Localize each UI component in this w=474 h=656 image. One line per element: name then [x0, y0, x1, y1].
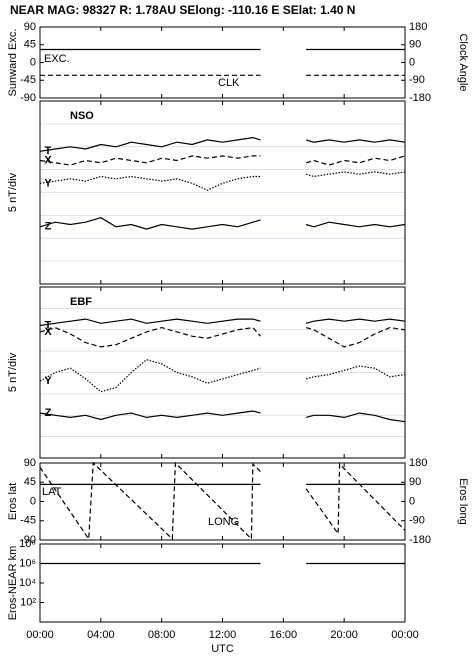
- y2-tick-label: 0: [409, 56, 415, 68]
- y-tick-label: 10⁸: [19, 538, 36, 550]
- y-tick-label: -45: [20, 74, 36, 86]
- y-tick-label: 90: [24, 457, 36, 469]
- y2-tick-label: -180: [409, 534, 431, 546]
- y-tick-label: 45: [24, 476, 36, 488]
- series-label: X: [44, 154, 52, 166]
- series-label: T: [45, 319, 52, 331]
- data-line: [39, 461, 406, 541]
- data-line: [39, 155, 406, 166]
- y2-tick-label: -90: [409, 74, 425, 86]
- y-tick-label: 90: [24, 21, 36, 33]
- y-tick-label: -45: [20, 515, 36, 527]
- series-label: EXC.: [44, 53, 70, 65]
- y-tick-label: 10⁶: [19, 557, 36, 569]
- data-line: [39, 359, 406, 393]
- y-axis-label: Eros lat: [7, 483, 19, 520]
- y-axis-label: 5 nT/div: [7, 352, 19, 392]
- y-axis-label: Eros-NEAR km: [7, 546, 19, 621]
- data-line: [39, 318, 406, 327]
- y-tick-label: 10⁴: [19, 577, 36, 589]
- series-label: LAT: [42, 486, 62, 498]
- series-label: Y: [44, 375, 52, 387]
- y2-tick-label: 90: [409, 39, 421, 51]
- data-line: [39, 410, 406, 423]
- data-line: [39, 217, 406, 230]
- y-axis-label: Sunward Exc.: [7, 29, 19, 97]
- y-tick-label: 0: [30, 495, 36, 507]
- x-tick-label: 00:00: [26, 629, 54, 641]
- y2-tick-label: 90: [409, 476, 421, 488]
- panel-label: EBF: [70, 296, 92, 308]
- series-label: Z: [45, 407, 52, 419]
- panel-label: NSO: [70, 110, 94, 122]
- x-tick-label: 12:00: [209, 629, 237, 641]
- y-tick-label: 0: [30, 56, 36, 68]
- series-label: Z: [45, 221, 52, 233]
- series-label: X: [44, 326, 52, 338]
- y2-tick-label: 180: [409, 457, 427, 469]
- x-tick-label: 20:00: [330, 629, 358, 641]
- x-axis-label: UTC: [211, 643, 234, 655]
- x-tick-label: 04:00: [87, 629, 115, 641]
- series-label: CLK: [218, 77, 240, 89]
- data-line: [39, 136, 406, 152]
- y2-axis-label: Clock Angle: [457, 33, 469, 91]
- data-line: [39, 171, 406, 191]
- chart-title: NEAR MAG: 98327 R: 1.78AU SElong: -110.1…: [10, 3, 355, 17]
- y2-tick-label: 0: [409, 495, 415, 507]
- x-tick-label: 08:00: [148, 629, 176, 641]
- y-tick-label: -90: [20, 92, 36, 104]
- series-label: T: [45, 145, 52, 157]
- y2-axis-label: Eros long: [457, 478, 469, 524]
- y2-tick-label: 180: [409, 21, 427, 33]
- series-label: LONG: [208, 516, 239, 528]
- series-label: Y: [44, 177, 52, 189]
- y-axis-label: 5 nT/div: [7, 172, 19, 212]
- y-tick-label: 45: [24, 39, 36, 51]
- y-tick-label: 10²: [20, 596, 36, 608]
- data-line: [39, 326, 406, 348]
- y2-tick-label: -180: [409, 92, 431, 104]
- x-tick-label: 00:00: [391, 629, 419, 641]
- y2-tick-label: -90: [409, 515, 425, 527]
- y-tick-label: -90: [20, 534, 36, 546]
- x-tick-label: 16:00: [270, 629, 298, 641]
- plot-frame: [39, 543, 406, 623]
